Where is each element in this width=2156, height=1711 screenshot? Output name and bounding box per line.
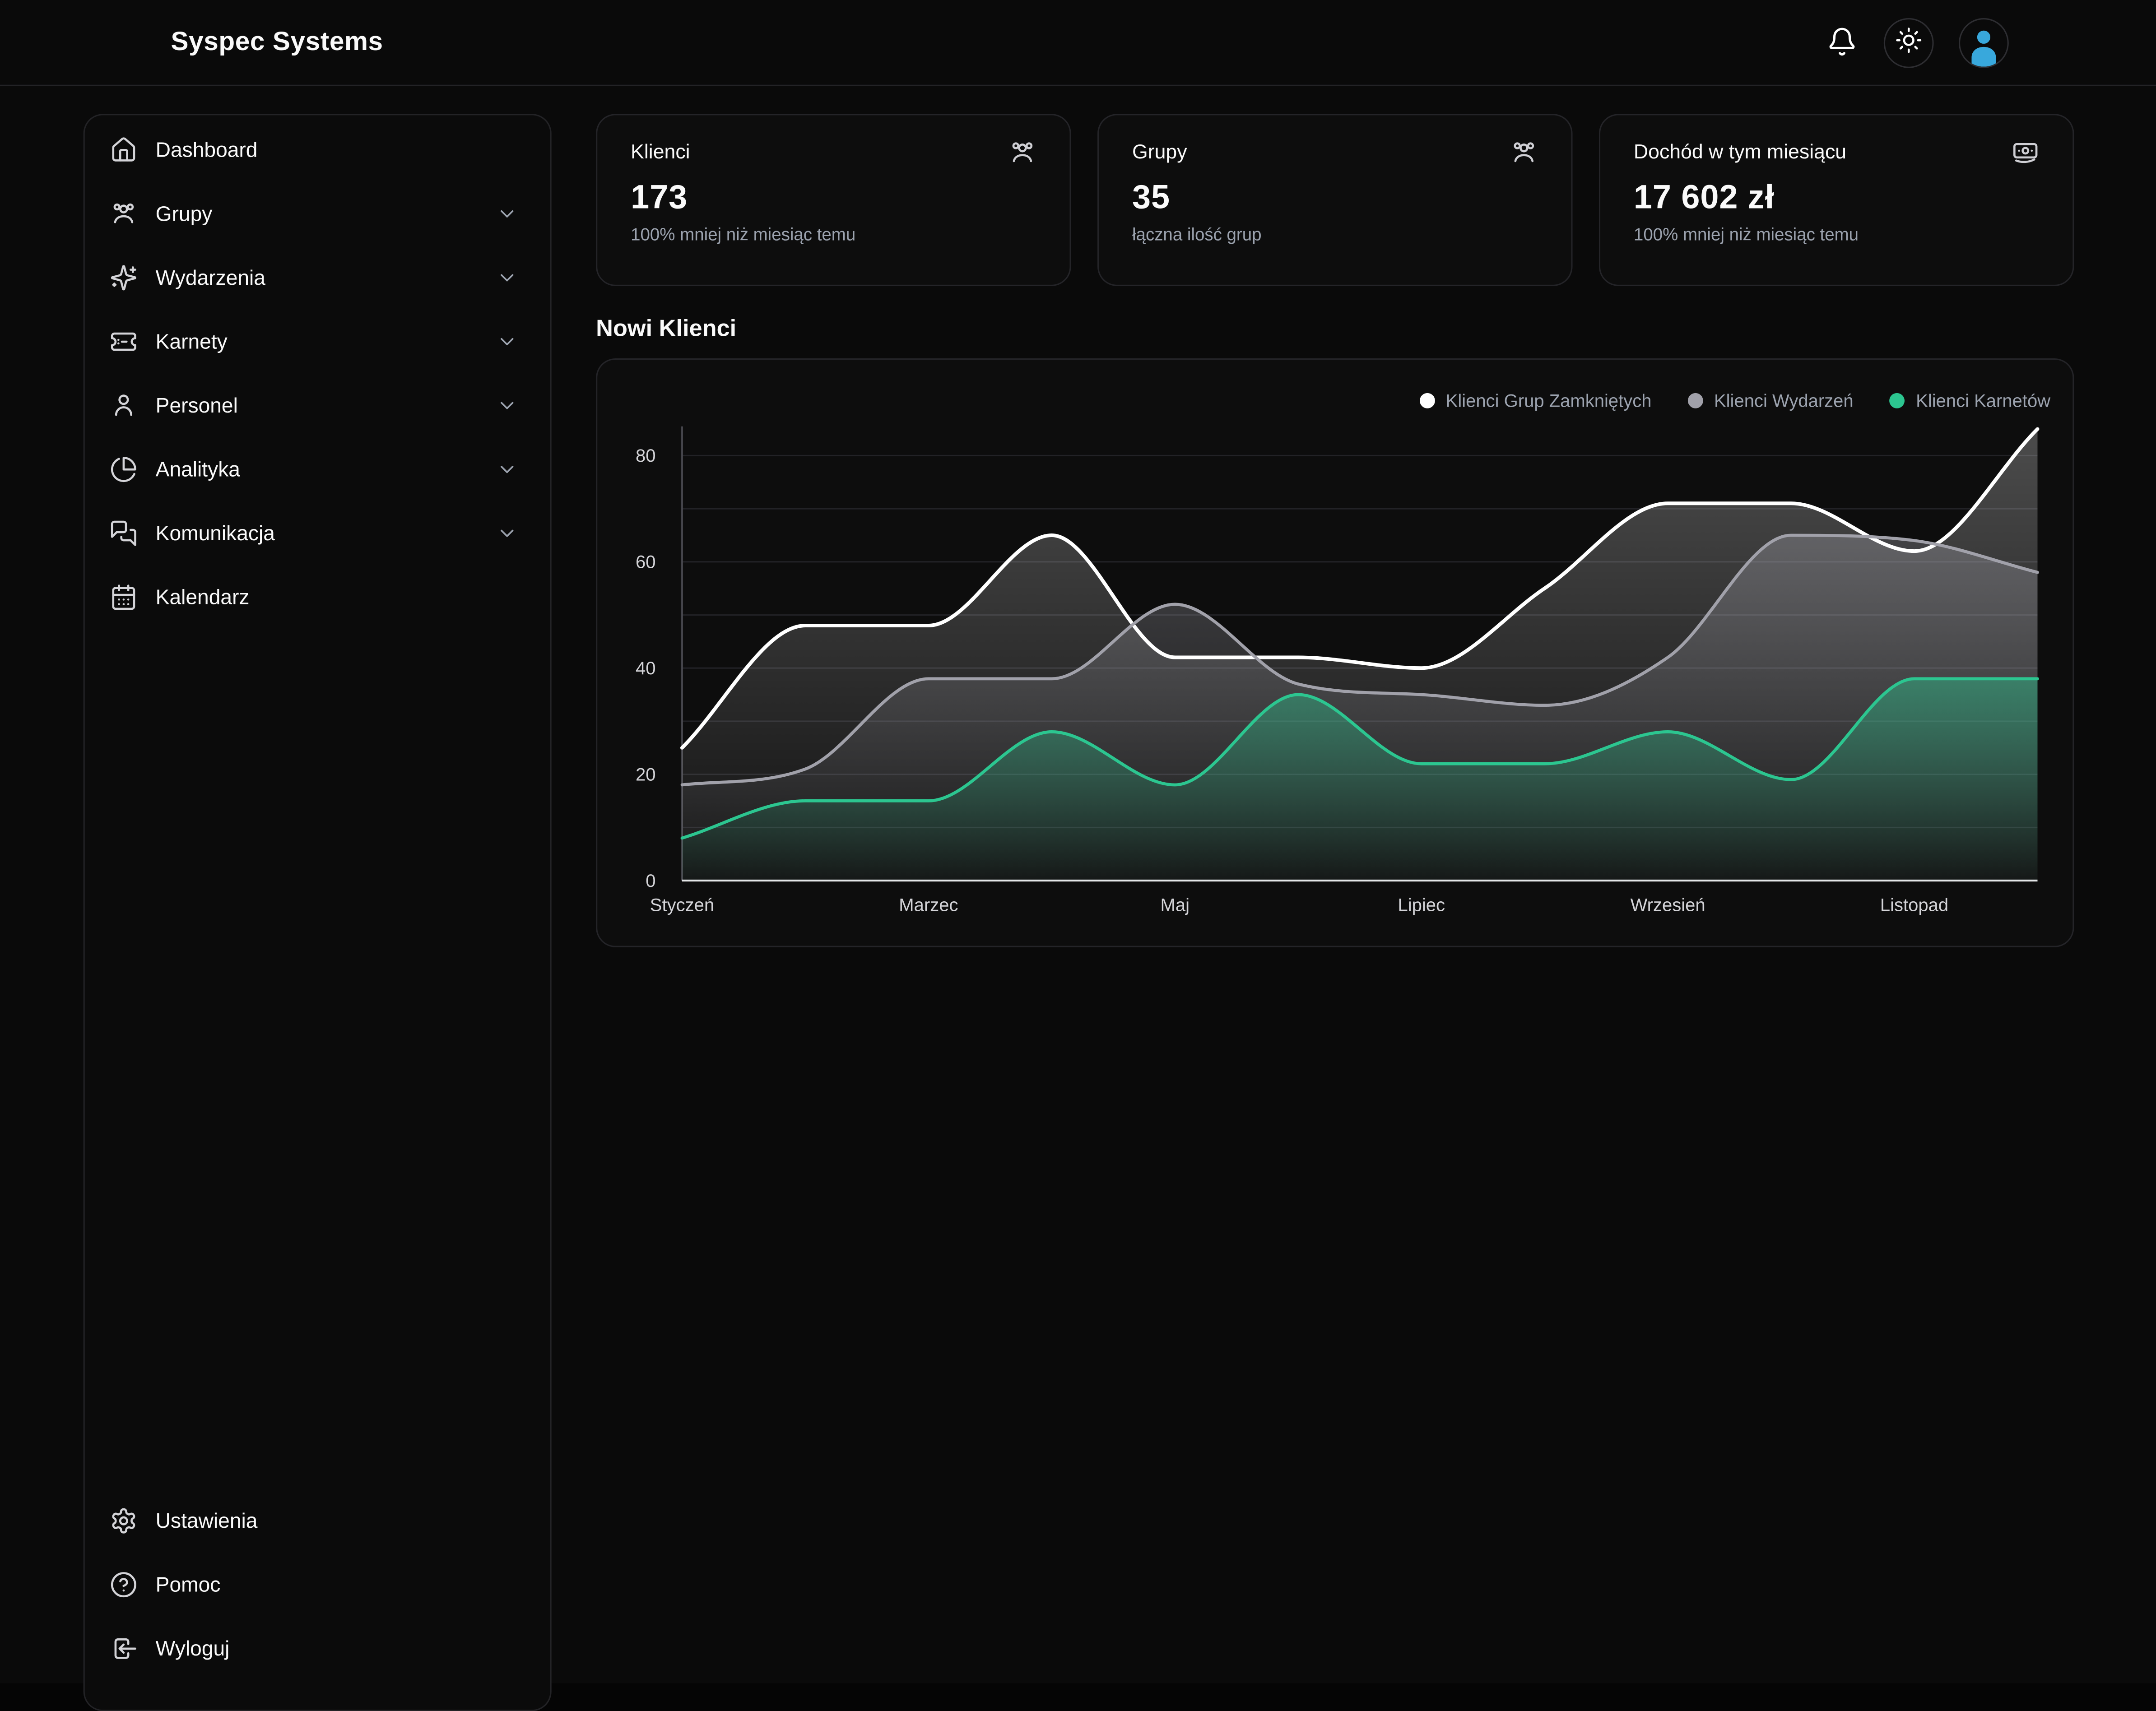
sidebar-item-label: Personel [156, 394, 238, 417]
notifications-button[interactable] [1826, 26, 1859, 59]
sidebar-item-label: Karnety [156, 330, 228, 353]
svg-text:Maj: Maj [1161, 895, 1190, 915]
avatar-icon [1963, 17, 2004, 67]
chart-legend: Klienci Grup Zamkniętych Klienci Wydarze… [1419, 390, 2050, 411]
svg-text:0: 0 [646, 871, 655, 891]
stat-title: Dochód w tym miesiącu [1634, 142, 1846, 164]
banknote-icon [2012, 139, 2040, 167]
sidebar-item-label: Kalendarz [156, 585, 250, 609]
home-icon [110, 136, 138, 164]
users-icon [1510, 139, 1538, 167]
theme-toggle-button[interactable] [1884, 17, 1934, 67]
legend-item: Klienci Karnetów [1890, 390, 2050, 411]
sidebar-item-wydarzenia[interactable]: Wydarzenia [98, 246, 536, 310]
sidebar-item-kalendarz[interactable]: Kalendarz [98, 565, 536, 629]
chevron-down-icon [496, 394, 518, 417]
stat-value: 35 [1132, 179, 1538, 218]
sidebar-item-label: Wydarzenia [156, 266, 265, 289]
log-out-icon [110, 1635, 138, 1663]
ticket-icon [110, 328, 138, 356]
sidebar-item-komunikacja[interactable]: Komunikacja [98, 501, 536, 566]
stat-subtitle: 100% mniej niż miesiąc temu [1634, 225, 2040, 245]
sidebar-item-wyloguj[interactable]: Wyloguj [98, 1617, 536, 1681]
legend-label: Klienci Wydarzeń [1714, 390, 1854, 411]
sidebar-item-label: Wyloguj [156, 1637, 230, 1660]
legend-label: Klienci Karnetów [1916, 390, 2050, 411]
stat-value: 17 602 zł [1634, 179, 2040, 218]
stats-row: Klienci 173 100% mniej niż miesiąc temu … [596, 114, 2074, 286]
chevron-down-icon [496, 522, 518, 544]
sidebar-item-label: Pomoc [156, 1573, 221, 1596]
new-clients-chart-card: Klienci Grup Zamkniętych Klienci Wydarze… [596, 358, 2074, 947]
chevron-down-icon [496, 203, 518, 225]
svg-text:Wrzesień: Wrzesień [1631, 895, 1705, 915]
sidebar-item-label: Analityka [156, 458, 240, 481]
stat-card-header: Grupy [1132, 139, 1538, 167]
legend-dot [1419, 393, 1435, 408]
pie-chart-icon [110, 455, 138, 483]
legend-item: Klienci Wydarzeń [1688, 390, 1854, 411]
sparkles-icon [110, 264, 138, 292]
area-chart: 0 20 40 60 80 Styczeń Marzec Maj Lipiec Wrzesień L… [597, 360, 2074, 947]
sidebar-item-label: Komunikacja [156, 522, 275, 545]
bell-icon [1827, 40, 1858, 60]
calendar-icon [110, 583, 138, 611]
sidebar-item-label: Grupy [156, 202, 213, 226]
svg-text:Listopad: Listopad [1880, 895, 1948, 915]
legend-label: Klienci Grup Zamkniętych [1446, 390, 1652, 411]
svg-text:Styczeń: Styczeń [650, 895, 714, 915]
legend-item: Klienci Grup Zamkniętych [1419, 390, 1651, 411]
sidebar-item-analityka[interactable]: Analityka [98, 437, 536, 501]
chevron-down-icon [496, 330, 518, 352]
stat-card-header: Dochód w tym miesiącu [1634, 139, 2040, 167]
user-avatar-button[interactable] [1959, 17, 2009, 67]
dashboard-page: Syspec Systems Dashboard Grupy Wy [0, 0, 2156, 1683]
app-logo: Syspec Systems [171, 27, 383, 58]
users-icon [1008, 139, 1036, 167]
sidebar-item-label: Dashboard [156, 138, 258, 162]
sidebar-item-ustawienia[interactable]: Ustawienia [98, 1489, 536, 1553]
help-circle-icon [110, 1571, 138, 1599]
sidebar-item-grupy[interactable]: Grupy [98, 182, 536, 246]
sidebar: Dashboard Grupy Wydarzenia Karnety Perso… [84, 114, 552, 1711]
svg-text:60: 60 [636, 552, 656, 572]
stat-card-klienci: Klienci 173 100% mniej niż miesiąc temu [596, 114, 1071, 286]
svg-text:Marzec: Marzec [899, 895, 958, 915]
stat-subtitle: łączna ilość grup [1132, 225, 1538, 245]
stat-subtitle: 100% mniej niż miesiąc temu [631, 225, 1036, 245]
sidebar-item-karnety[interactable]: Karnety [98, 310, 536, 374]
sidebar-item-personel[interactable]: Personel [98, 374, 536, 438]
section-title: Nowi Klienci [596, 315, 2074, 343]
legend-dot [1688, 393, 1703, 408]
stat-card-grupy: Grupy 35 łączna ilość grup [1097, 114, 1572, 286]
svg-text:40: 40 [636, 658, 656, 678]
chevron-down-icon [496, 459, 518, 481]
sidebar-item-dashboard[interactable]: Dashboard [98, 118, 536, 182]
stat-card-header: Klienci [631, 139, 1036, 167]
sidebar-item-label: Ustawienia [156, 1509, 258, 1533]
sidebar-item-pomoc[interactable]: Pomoc [98, 1553, 536, 1617]
header-actions [1826, 17, 2009, 67]
messages-icon [110, 519, 138, 547]
sidebar-spacer [98, 629, 536, 1489]
users-icon [110, 200, 138, 228]
settings-icon [110, 1507, 138, 1535]
svg-text:80: 80 [636, 446, 656, 466]
legend-dot [1890, 393, 1905, 408]
stat-card-dochod: Dochód w tym miesiącu 17 602 zł 100% mni… [1599, 114, 2074, 286]
chevron-down-icon [496, 267, 518, 289]
main-content: Klienci 173 100% mniej niż miesiąc temu … [596, 114, 2074, 947]
svg-text:20: 20 [636, 765, 656, 784]
stat-title: Klienci [631, 142, 690, 164]
sun-icon [1895, 26, 1923, 58]
header: Syspec Systems [0, 0, 2156, 86]
stat-title: Grupy [1132, 142, 1187, 164]
user-icon [110, 392, 138, 420]
svg-text:Lipiec: Lipiec [1398, 895, 1445, 915]
stat-value: 173 [631, 179, 1036, 218]
